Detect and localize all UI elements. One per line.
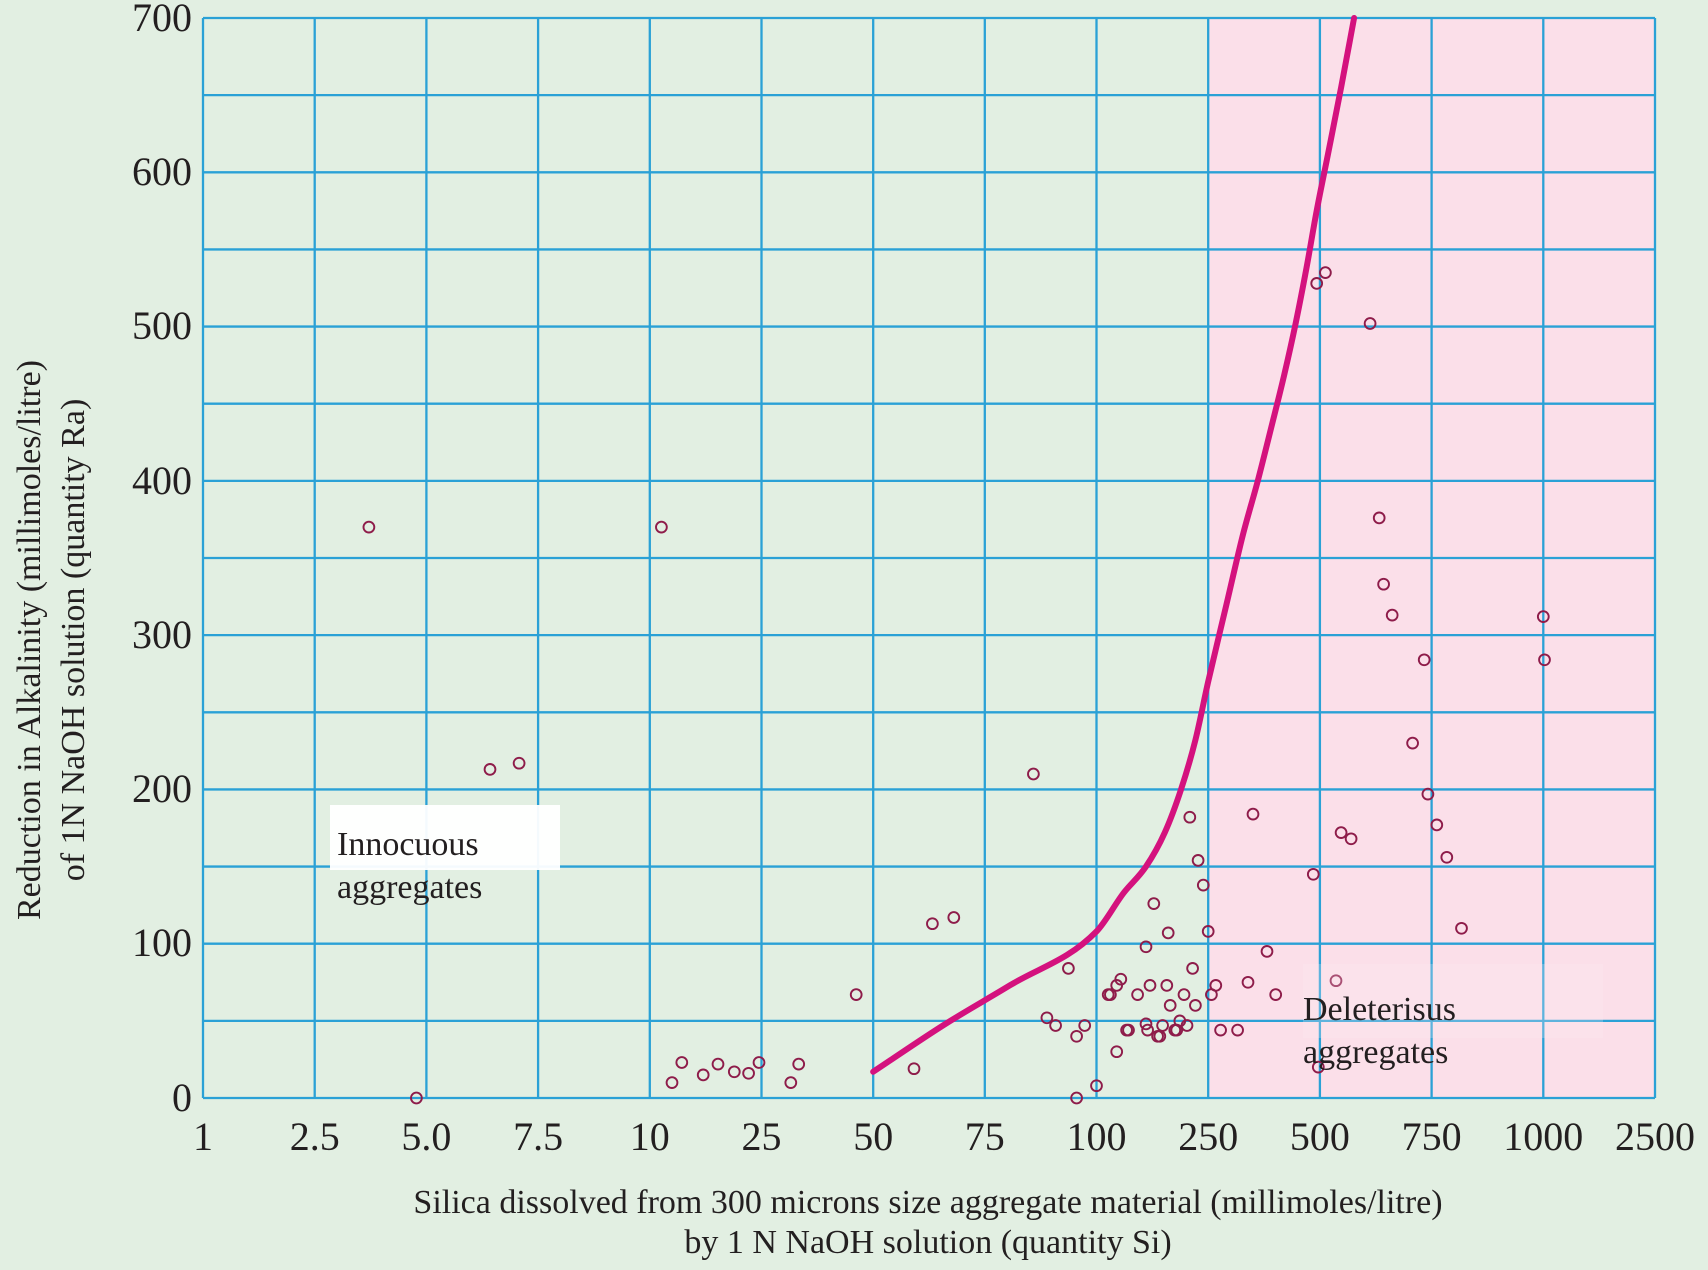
- svg-text:100: 100: [132, 920, 192, 965]
- svg-text:0: 0: [172, 1075, 192, 1120]
- svg-text:5.0: 5.0: [401, 1114, 451, 1159]
- svg-text:Innocuous: Innocuous: [337, 826, 479, 863]
- svg-text:1: 1: [193, 1114, 213, 1159]
- svg-text:200: 200: [132, 766, 192, 811]
- svg-text:of 1N NaOH solution (quantity: of 1N NaOH solution (quantity Ra): [55, 399, 92, 882]
- svg-text:2.5: 2.5: [290, 1114, 340, 1159]
- svg-text:600: 600: [132, 149, 192, 194]
- svg-text:400: 400: [132, 458, 192, 503]
- svg-text:7.5: 7.5: [513, 1114, 563, 1159]
- svg-text:50: 50: [853, 1114, 893, 1159]
- svg-text:300: 300: [132, 612, 192, 657]
- svg-text:700: 700: [132, 0, 192, 40]
- svg-text:2500: 2500: [1615, 1114, 1695, 1159]
- svg-text:Reduction in Alkalinity (milli: Reduction in Alkalinity (millimoles/litr…: [11, 360, 48, 920]
- svg-text:Deleterisus: Deleterisus: [1303, 991, 1456, 1028]
- svg-text:75: 75: [965, 1114, 1005, 1159]
- svg-text:10: 10: [630, 1114, 670, 1159]
- svg-text:aggregates: aggregates: [337, 869, 482, 906]
- svg-text:250: 250: [1178, 1114, 1238, 1159]
- svg-text:500: 500: [1290, 1114, 1350, 1159]
- svg-text:25: 25: [742, 1114, 782, 1159]
- svg-text:Silica dissolved from 300 micr: Silica dissolved from 300 microns size a…: [413, 1184, 1442, 1221]
- svg-text:750: 750: [1402, 1114, 1462, 1159]
- svg-text:by 1 N NaOH solution (quantity: by 1 N NaOH solution (quantity Si): [684, 1224, 1171, 1261]
- svg-text:500: 500: [132, 303, 192, 348]
- svg-text:100: 100: [1067, 1114, 1127, 1159]
- svg-text:1000: 1000: [1503, 1114, 1583, 1159]
- svg-text:aggregates: aggregates: [1303, 1034, 1448, 1071]
